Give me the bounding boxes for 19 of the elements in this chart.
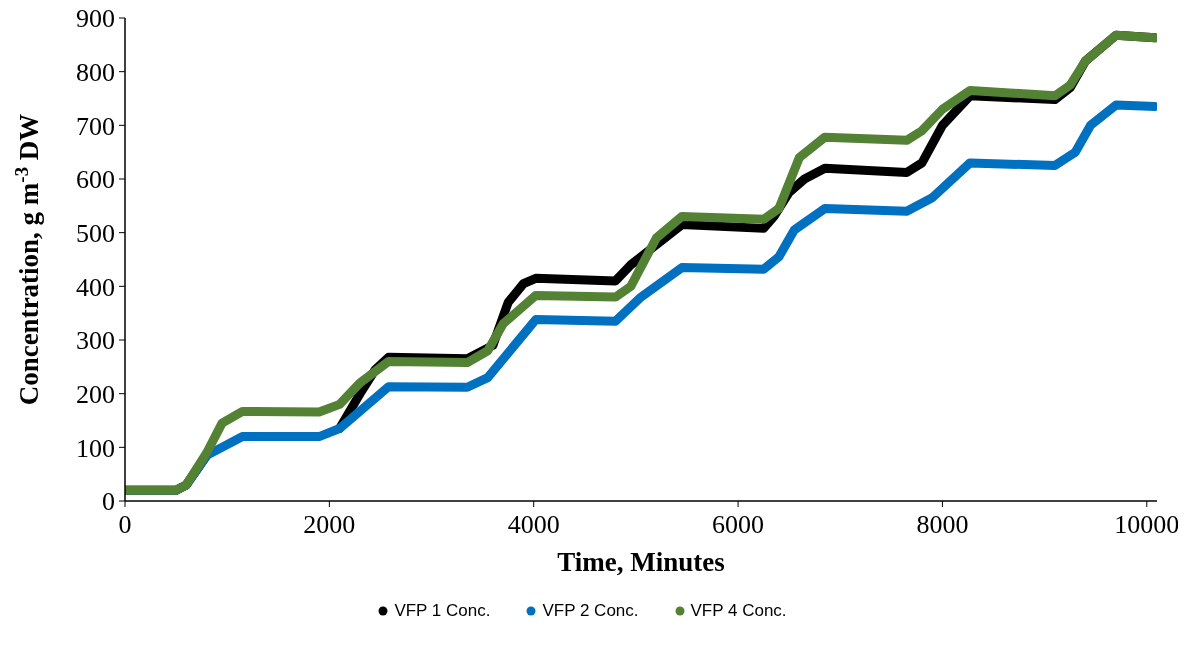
x-tick-label: 8000 xyxy=(916,510,969,540)
y-tick-label: 300 xyxy=(76,326,115,356)
y-tick-label: 0 xyxy=(102,487,115,517)
y-tick-label: 200 xyxy=(76,379,115,409)
x-axis-title: Time, Minutes xyxy=(557,547,725,577)
y-tick-label: 800 xyxy=(76,57,115,87)
y-tick-label: 600 xyxy=(76,165,115,195)
y-tick-label: 400 xyxy=(76,272,115,302)
y-tick-label: 900 xyxy=(76,4,115,34)
y-tick-label: 700 xyxy=(76,111,115,141)
legend-label: VFP 2 Conc. xyxy=(541,601,639,621)
x-tick-label: 10000 xyxy=(1114,510,1180,540)
legend-label: VFP 4 Conc. xyxy=(689,601,787,621)
x-tick-label: 4000 xyxy=(507,510,560,540)
x-tick-label: 2000 xyxy=(303,510,356,540)
x-tick-label: 6000 xyxy=(712,510,765,540)
y-tick-label: 100 xyxy=(76,433,115,463)
y-tick-label: 500 xyxy=(76,218,115,248)
legend-label: VFP 1 Conc. xyxy=(393,601,491,621)
